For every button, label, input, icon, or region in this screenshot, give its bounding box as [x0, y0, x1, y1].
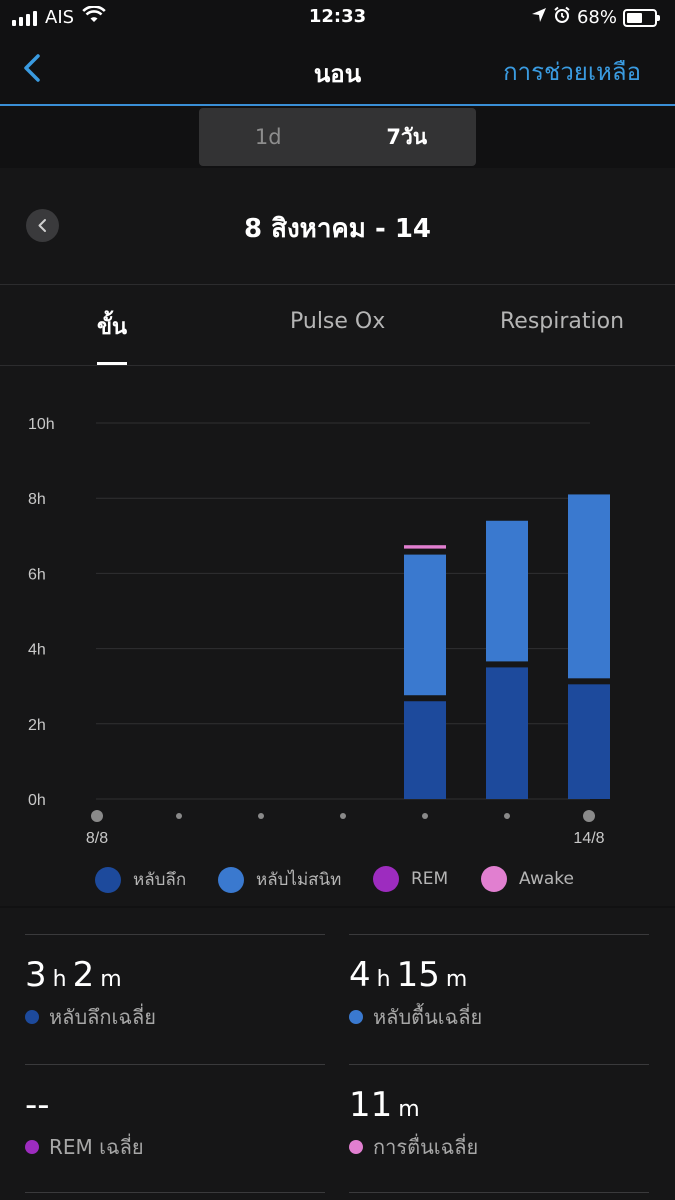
stat-dot — [25, 1010, 39, 1024]
legend-dot-awake — [481, 866, 507, 892]
legend-dot-light — [218, 866, 244, 893]
page-title: นอน — [313, 60, 362, 88]
x-tick-dot — [176, 813, 182, 819]
tab-stages[interactable]: ขั้น — [97, 315, 128, 340]
previous-range-button[interactable] — [26, 209, 59, 242]
stat-dot — [349, 1140, 363, 1154]
status-left: AIS — [12, 5, 106, 29]
sleep-stages-chart: 0h 2h 4h 6h 8h 10h 8/8 14/8 — [0, 366, 675, 906]
y-tick-label: 4h — [28, 642, 46, 659]
period-option-7d[interactable]: 7วัน — [386, 124, 428, 149]
bar-segment — [404, 554, 446, 696]
legend-dot-deep — [95, 866, 121, 893]
y-tick-label: 2h — [28, 717, 46, 734]
stat-rem-average: -- REM เฉลี่ย — [25, 1064, 325, 1195]
period-bar: 1d 7วัน — [0, 106, 675, 168]
status-right: 68% — [531, 6, 660, 29]
x-tick-dot — [340, 813, 346, 819]
battery-icon — [623, 8, 660, 27]
divider — [349, 1192, 649, 1193]
y-tick-label: 8h — [28, 491, 46, 508]
legend-label-deep: หลับลึก — [133, 870, 187, 890]
date-range-label: 8 สิงหาคม - 14 — [243, 214, 432, 244]
tab-respiration[interactable]: Respiration — [500, 309, 625, 334]
chart-legend: หลับลึก หลับไม่สนิท REM Awake — [0, 866, 675, 896]
x-tick-label: 14/8 — [573, 830, 604, 847]
y-tick-label: 0h — [28, 792, 46, 809]
legend-label-rem: REM — [411, 869, 449, 889]
help-link[interactable]: การช่วยเหลือ — [503, 58, 641, 86]
legend-label-awake: Awake — [519, 869, 574, 889]
chevron-left-icon — [38, 219, 46, 232]
divider — [25, 1192, 325, 1193]
signal-icon — [12, 10, 37, 26]
stat-dot — [25, 1140, 39, 1154]
bar-segment — [486, 520, 528, 662]
legend-dot-rem — [373, 866, 399, 892]
x-tick-label: 8/8 — [86, 830, 108, 847]
legend-item-awake: Awake — [481, 866, 574, 892]
bar-segment — [568, 494, 610, 679]
y-tick-label: 10h — [28, 416, 55, 433]
stat-value: -- — [25, 1085, 50, 1125]
bar-segment — [404, 545, 446, 549]
back-button[interactable] — [14, 48, 54, 88]
stat-value: 4 h 15 m — [349, 955, 468, 995]
wifi-icon — [82, 5, 106, 29]
battery-percent: 68% — [576, 7, 617, 28]
location-arrow-icon — [531, 7, 547, 28]
legend-item-light: หลับไม่สนิท — [218, 866, 341, 893]
alarm-icon — [553, 6, 571, 29]
stat-value: 11 m — [349, 1085, 420, 1125]
nav-bar: นอน การช่วยเหลือ — [0, 36, 675, 106]
metric-tabs: ขั้น Pulse Ox Respiration — [0, 285, 675, 366]
chart-canvas: 0h 2h 4h 6h 8h 10h 8/8 14/8 — [28, 416, 610, 847]
x-tick-dot — [422, 813, 428, 819]
x-tick-dot — [258, 813, 264, 819]
stat-awake-average: 11 m การตื่นเฉลี่ย — [349, 1064, 649, 1195]
carrier-label: AIS — [45, 7, 75, 28]
x-tick-dot — [504, 813, 510, 819]
y-tick-label: 6h — [28, 566, 46, 583]
tab-pulse-ox[interactable]: Pulse Ox — [290, 309, 386, 334]
stat-label: การตื่นเฉลี่ย — [349, 1131, 478, 1163]
bar-segment — [486, 667, 528, 799]
bar-segment — [568, 684, 610, 799]
legend-item-rem: REM — [373, 866, 448, 892]
status-bar: AIS 12:33 68% — [0, 0, 675, 36]
stat-dot — [349, 1010, 363, 1024]
stat-light-average: 4 h 15 m หลับตื้นเฉลี่ย — [349, 934, 649, 1065]
x-tick-dot — [91, 810, 103, 822]
status-time: 12:33 — [308, 6, 367, 27]
period-option-1d[interactable]: 1d — [254, 125, 282, 149]
active-tab-indicator — [97, 362, 127, 365]
period-selector: 1d 7วัน — [199, 108, 476, 166]
date-navigator: 8 สิงหาคม - 14 — [0, 168, 675, 285]
legend-item-deep: หลับลึก — [95, 866, 186, 893]
bar-segment — [404, 701, 446, 799]
chevron-left-icon — [24, 54, 40, 82]
x-tick-dot — [583, 810, 595, 822]
legend-label-light: หลับไม่สนิท — [256, 870, 342, 890]
stat-label: REM เฉลี่ย — [25, 1131, 144, 1163]
stat-label: หลับลึกเฉลี่ย — [25, 1001, 156, 1033]
stat-label: หลับตื้นเฉลี่ย — [349, 1001, 482, 1033]
